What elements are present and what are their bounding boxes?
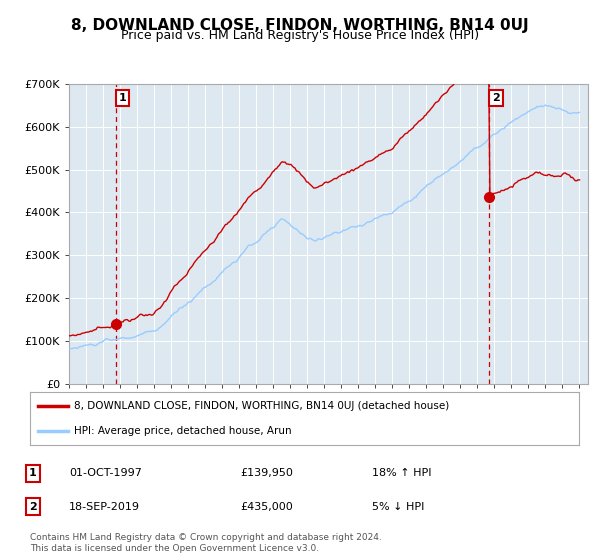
Text: £139,950: £139,950 xyxy=(240,468,293,478)
Text: 8, DOWNLAND CLOSE, FINDON, WORTHING, BN14 0UJ: 8, DOWNLAND CLOSE, FINDON, WORTHING, BN1… xyxy=(71,18,529,33)
Text: 2: 2 xyxy=(492,93,500,103)
Text: 1998: 1998 xyxy=(111,406,120,429)
Text: 2010: 2010 xyxy=(315,406,324,429)
Text: 2005: 2005 xyxy=(230,406,239,429)
Text: 2013: 2013 xyxy=(366,406,375,429)
Text: 2000: 2000 xyxy=(145,406,154,429)
Text: 2020: 2020 xyxy=(485,406,494,429)
Text: 2023: 2023 xyxy=(536,406,545,429)
Text: 8, DOWNLAND CLOSE, FINDON, WORTHING, BN14 0UJ (detached house): 8, DOWNLAND CLOSE, FINDON, WORTHING, BN1… xyxy=(74,402,449,412)
Text: HPI: Average price, detached house, Arun: HPI: Average price, detached house, Arun xyxy=(74,426,292,436)
Text: 2015: 2015 xyxy=(400,406,409,429)
Text: 2024: 2024 xyxy=(553,406,562,429)
Text: 2009: 2009 xyxy=(298,406,307,429)
Text: 2001: 2001 xyxy=(162,406,171,429)
Text: 18-SEP-2019: 18-SEP-2019 xyxy=(69,502,140,512)
Text: 2003: 2003 xyxy=(196,406,205,429)
Text: 2019: 2019 xyxy=(469,406,478,429)
Text: 1999: 1999 xyxy=(128,406,137,429)
Text: 18% ↑ HPI: 18% ↑ HPI xyxy=(372,468,431,478)
Text: £435,000: £435,000 xyxy=(240,502,293,512)
Text: 2017: 2017 xyxy=(434,406,443,429)
Text: 2: 2 xyxy=(29,502,37,512)
Text: 2021: 2021 xyxy=(502,406,511,429)
Text: 2016: 2016 xyxy=(418,406,427,429)
Text: 2012: 2012 xyxy=(349,406,358,429)
Text: 2011: 2011 xyxy=(332,406,341,429)
Text: 1997: 1997 xyxy=(94,406,103,429)
Text: 1: 1 xyxy=(29,468,37,478)
Text: 01-OCT-1997: 01-OCT-1997 xyxy=(69,468,142,478)
Text: 5% ↓ HPI: 5% ↓ HPI xyxy=(372,502,424,512)
Text: 1996: 1996 xyxy=(77,406,86,429)
Text: 2014: 2014 xyxy=(383,406,392,429)
Text: 2006: 2006 xyxy=(247,406,256,429)
Text: 2025: 2025 xyxy=(571,406,580,429)
Text: 2008: 2008 xyxy=(281,406,290,429)
Text: Contains HM Land Registry data © Crown copyright and database right 2024.
This d: Contains HM Land Registry data © Crown c… xyxy=(30,533,382,553)
Text: 2018: 2018 xyxy=(451,406,460,429)
Text: 2004: 2004 xyxy=(213,406,222,429)
Text: 2007: 2007 xyxy=(264,406,273,429)
Text: 1: 1 xyxy=(118,93,126,103)
Text: 2022: 2022 xyxy=(520,406,529,429)
Text: Price paid vs. HM Land Registry's House Price Index (HPI): Price paid vs. HM Land Registry's House … xyxy=(121,29,479,42)
Text: 2002: 2002 xyxy=(179,406,188,429)
Text: 1995: 1995 xyxy=(60,406,69,429)
